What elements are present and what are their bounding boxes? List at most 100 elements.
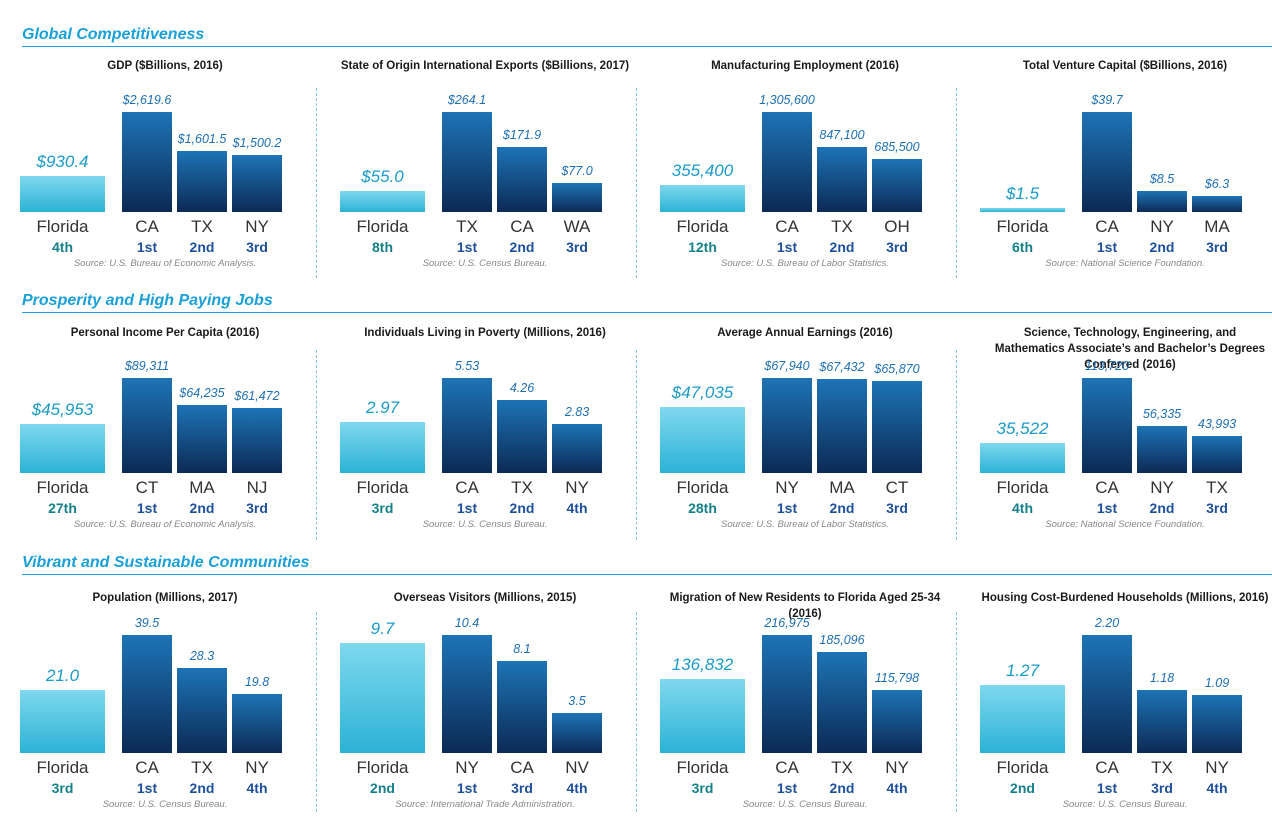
rank-label: 28th <box>688 500 717 516</box>
rank-label: 2nd <box>829 239 855 255</box>
data-label: $47,035 <box>671 383 734 403</box>
category-label: NY <box>885 758 909 777</box>
category-label: Florida <box>996 217 1049 236</box>
rank-label: 2nd <box>829 500 855 516</box>
rank-label: 1st <box>456 780 478 796</box>
data-label: $61,472 <box>234 388 280 403</box>
data-label: 28.3 <box>189 649 215 664</box>
source-note: Source: U.S. Bureau of Economic Analysis… <box>73 258 257 269</box>
data-label: 216,975 <box>764 616 810 630</box>
category-label: TX <box>191 217 213 236</box>
data-label: 19.8 <box>244 674 270 689</box>
rank-label: 3rd <box>371 500 394 516</box>
rank-label: 2nd <box>509 500 535 516</box>
column-separator <box>956 612 957 812</box>
column-separator <box>956 88 957 278</box>
rank-label: 3rd <box>886 239 908 255</box>
category-label: CT <box>135 478 159 497</box>
category-label: CA <box>455 478 479 497</box>
column-separator <box>636 88 637 278</box>
rank-label: 2nd <box>189 239 215 255</box>
category-label: CA <box>135 217 159 236</box>
rank-label: 2nd <box>509 239 535 255</box>
category-label: TX <box>511 478 533 497</box>
rank-label: 1st <box>456 239 478 255</box>
rank-label: 1st <box>136 239 158 255</box>
chart-title: Manufacturing Employment (2016) <box>711 60 899 72</box>
rank-label: 2nd <box>370 780 395 796</box>
chart-panel: Average Annual Earnings (2016) $47,035 Flo… <box>660 325 950 535</box>
data-label: $45,953 <box>31 400 94 420</box>
bar-competitor <box>762 112 812 212</box>
bar-competitor <box>1137 425 1187 473</box>
chart-panel: Personal Income Per Capita (2016) $45,953… <box>20 325 310 535</box>
category-label: Florida <box>676 217 729 236</box>
category-label: Florida <box>356 478 409 497</box>
source-note: Source: International Trade Administrati… <box>395 799 575 810</box>
category-label: TX <box>1151 758 1173 777</box>
bar-florida <box>340 191 425 212</box>
rank-label: 2nd <box>1010 780 1035 796</box>
category-label: CA <box>135 758 159 777</box>
source-note: Source: U.S. Census Bureau. <box>422 258 548 269</box>
column-separator <box>316 612 317 812</box>
data-label: 3.5 <box>568 694 586 709</box>
bar-competitor <box>1137 190 1187 212</box>
chart-title: Population (Millions, 2017) <box>92 592 238 604</box>
data-label: $64,235 <box>179 385 225 400</box>
column-separator <box>316 88 317 278</box>
bar-competitor <box>872 159 922 212</box>
bar-competitor <box>1082 635 1132 753</box>
rank-label: 3rd <box>511 780 533 796</box>
category-label: CA <box>1095 478 1119 497</box>
source-note: Source: U.S. Census Bureau. <box>742 799 868 810</box>
category-label: CA <box>775 217 799 236</box>
rank-label: 1st <box>776 500 798 516</box>
category-label: Florida <box>356 217 409 236</box>
rank-label: 2nd <box>829 780 855 796</box>
rank-label: 2nd <box>1149 239 1175 255</box>
data-label: 35,522 <box>996 419 1049 439</box>
bar-competitor <box>817 147 867 212</box>
data-label: $65,870 <box>874 361 920 376</box>
category-label: TX <box>191 758 213 777</box>
data-label: $39.7 <box>1091 93 1123 107</box>
rank-label: 1st <box>1096 239 1118 255</box>
chart-panel: Science, Technology, Engineering, and Ma… <box>980 325 1270 535</box>
data-label: 56,335 <box>1142 406 1182 421</box>
category-label: MA <box>829 478 855 497</box>
section-divider <box>22 574 1272 575</box>
data-label: 1.09 <box>1204 675 1230 690</box>
source-note: Source: National Science Foundation. <box>1045 519 1205 530</box>
category-label: OH <box>884 217 910 236</box>
chart-panel: Migration of New Residents to Florida Ag… <box>660 590 950 815</box>
data-label: 136,832 <box>671 654 734 674</box>
bar-competitor <box>122 635 172 753</box>
bar-competitor <box>177 668 227 753</box>
data-label: 2.97 <box>365 397 400 417</box>
category-label: Florida <box>356 758 409 777</box>
data-label: 5.53 <box>454 359 480 373</box>
bar-competitor <box>442 112 492 212</box>
bar-competitor <box>1192 196 1242 212</box>
rank-label: 12th <box>688 239 717 255</box>
data-label: 21.0 <box>45 666 80 686</box>
rank-label: 1st <box>136 780 158 796</box>
bar-competitor <box>122 112 172 212</box>
bar-competitor <box>497 399 547 473</box>
data-label: 113,720 <box>1084 359 1130 373</box>
section-title: Prosperity and High Paying Jobs <box>22 292 273 309</box>
chart-panel: Total Venture Capital ($Billions, 2016) $… <box>980 58 1270 274</box>
bar-florida <box>980 208 1065 212</box>
bar-competitor <box>497 146 547 212</box>
data-label: $77.0 <box>561 163 593 178</box>
category-label: Florida <box>36 217 89 236</box>
bar-florida <box>980 684 1065 753</box>
chart-title: Average Annual Earnings (2016) <box>717 327 893 339</box>
category-label: NY <box>245 217 269 236</box>
rank-label: 3rd <box>691 780 714 796</box>
column-separator <box>636 612 637 812</box>
bar-competitor <box>497 661 547 753</box>
rank-label: 1st <box>456 500 478 516</box>
bar-florida <box>20 424 105 473</box>
